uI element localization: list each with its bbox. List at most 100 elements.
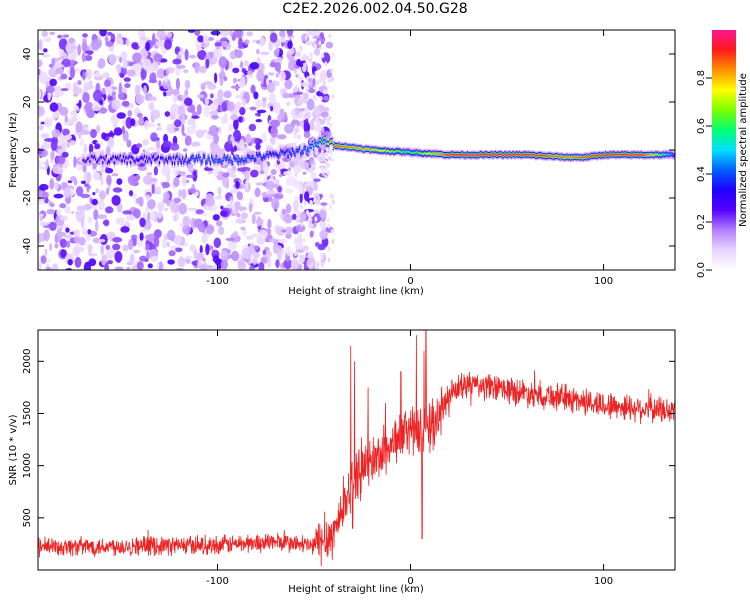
spectrogram-ridge-cell — [161, 156, 163, 159]
spectrogram-ridge-cell — [453, 154, 455, 156]
spectrogram-noise-cell — [83, 203, 92, 211]
spectrogram-noise-cell — [329, 68, 333, 74]
spectrogram-ridge-cell — [144, 161, 147, 163]
spectrogram-noise-cell — [266, 256, 272, 269]
spectrogram-noise-cell — [236, 212, 241, 218]
spectrogram-noise-cell — [115, 217, 126, 226]
spectrogram-ridge-cell — [477, 154, 479, 157]
spectrogram-noise-cell — [204, 167, 214, 171]
spectrogram-ridge-cell — [140, 157, 142, 159]
spectrogram-noise-cell — [324, 61, 328, 67]
spectrogram-ridge-cell — [268, 152, 271, 154]
spectrogram-noise-cell — [319, 32, 325, 37]
spectrogram-noise-cell — [181, 174, 187, 187]
spectrogram-ridge-cell — [409, 151, 411, 153]
spectrogram-ridge-cell — [384, 149, 387, 151]
spectrogram-noise-cell — [43, 48, 48, 53]
spectrogram-ridge-cell — [421, 152, 424, 155]
spectrogram-ridge-cell — [653, 154, 655, 157]
spectrogram-ridge-cell — [658, 154, 660, 157]
spectrogram-noise-cell — [144, 234, 154, 241]
spectrogram-noise-cell — [299, 189, 303, 195]
spectrogram-ridge-cell — [187, 160, 190, 162]
spectrogram-ridge-cell — [433, 152, 435, 155]
spectrogram-ridge-cell — [488, 154, 491, 156]
spectrogram-ridge-cell — [626, 153, 629, 156]
spectrogram-noise-cell — [312, 77, 316, 88]
spectrogram-noise-cell — [59, 215, 69, 221]
spectrogram-noise-cell — [153, 53, 162, 63]
spectrogram-ridge-cell — [549, 155, 551, 157]
spectrogram-noise-cell — [211, 249, 217, 255]
spectrogram-ridge-cell — [149, 158, 151, 161]
spectrogram-ridge-cell — [417, 152, 419, 155]
spectrogram-noise-cell — [99, 30, 107, 37]
spectrogram-ridge-cell — [402, 151, 404, 153]
spectrogram-ridge-cell — [295, 150, 297, 152]
spectrogram-noise-cell — [225, 237, 235, 241]
colorbar-tick-label: 0.8 — [696, 70, 707, 86]
spectrogram-noise-cell — [251, 257, 258, 265]
spectrogram-noise-cell — [63, 186, 71, 198]
spectrogram-noise-cell — [119, 38, 124, 47]
spectrogram-noise-cell — [237, 206, 247, 211]
spectrogram-noise-cell — [313, 198, 317, 204]
spectrogram-noise-cell — [186, 126, 196, 135]
spectrogram-ridge-cell — [383, 149, 385, 152]
spectrogram-noise-cell — [230, 212, 237, 216]
spectrogram-ridge-cell — [440, 153, 442, 155]
spectrogram-noise-cell — [181, 123, 185, 136]
spectrogram-noise-cell — [326, 170, 330, 176]
spectrogram-noise-cell — [255, 143, 261, 151]
spectrogram-ridge-cell — [235, 157, 237, 159]
spectrogram-noise-cell — [220, 250, 229, 261]
spectrogram-noise-cell — [142, 175, 153, 185]
spectrogram-noise-cell — [105, 206, 114, 214]
spectrogram-ridge-cell — [585, 155, 587, 158]
spectrogram-noise-cell — [254, 112, 260, 117]
spectrogram-ridge-cell — [424, 152, 426, 154]
spectrogram-ridge-cell — [627, 154, 630, 156]
spectrogram-ridge-cell — [537, 154, 539, 157]
spectrogram-noise-cell — [211, 114, 219, 120]
spectrogram-ridge-cell — [117, 156, 119, 158]
spectrogram-ridge-cell — [355, 147, 358, 149]
spectrogram-ridge-cell — [411, 152, 413, 154]
spectrogram-noise-cell — [243, 70, 249, 76]
spectrogram-ridge-cell — [665, 153, 667, 155]
spectrogram-ridge-cell — [528, 153, 530, 156]
spectrogram-ridge-cell — [314, 141, 316, 143]
spectrogram-ridge-cell — [513, 153, 515, 156]
spectrogram-noise-cell — [234, 201, 241, 209]
spectrogram-noise-cell — [145, 243, 150, 251]
spectrogram-ridge-cell — [582, 157, 585, 159]
spectrogram-noise-cell — [112, 187, 123, 193]
colorbar-tick-label: 0.6 — [696, 118, 707, 134]
spectrogram-noise-cell — [254, 187, 261, 198]
spectrogram-noise-cell — [162, 182, 170, 189]
spectrogram-noise-cell — [236, 217, 244, 224]
spectrogram-ridge-cell — [243, 161, 245, 163]
spectrogram-ridge-cell — [190, 158, 192, 160]
spectrogram-noise-cell — [326, 117, 330, 123]
spectrogram-noise-cell — [172, 93, 178, 103]
spectrogram-noise-cell — [83, 261, 91, 270]
spectrogram-ridge-cell — [158, 162, 161, 164]
spectrogram-ridge-cell — [263, 155, 265, 158]
spectrogram-noise-cell — [126, 266, 131, 270]
spectrogram-ridge-cell — [116, 157, 118, 160]
spectrogram-ridge-cell — [472, 154, 475, 156]
spectrogram-noise-cell — [319, 222, 323, 228]
spectrogram-ridge-cell — [125, 157, 127, 159]
spectrogram-ridge-cell — [280, 149, 282, 152]
spectrogram-noise-cell — [275, 245, 283, 253]
x-tick-label: 0 — [407, 576, 413, 587]
spectrogram-noise-cell — [135, 94, 145, 105]
spectrogram-noise-cell — [53, 193, 64, 199]
spectrogram-noise-cell — [247, 250, 252, 260]
spectrogram-ridge-cell — [294, 153, 296, 156]
spectrogram-noise-cell — [38, 261, 42, 270]
spectrogram-noise-cell — [309, 52, 313, 58]
spectrogram-noise-cell — [256, 70, 265, 82]
